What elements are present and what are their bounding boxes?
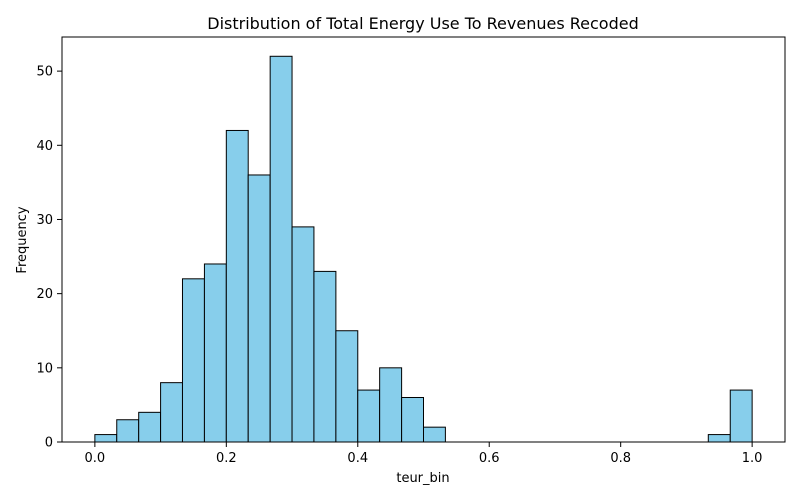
y-tick-label: 20 — [36, 287, 53, 302]
chart-title: Distribution of Total Energy Use To Reve… — [207, 14, 638, 33]
y-axis-label: Frequency — [15, 206, 30, 273]
histogram-bar — [94, 434, 118, 443]
histogram-bar — [225, 129, 249, 443]
y-tick-label: 40 — [36, 139, 53, 154]
x-tick-label: 0.4 — [347, 451, 368, 466]
histogram-bar — [707, 434, 731, 443]
histogram-bar — [160, 382, 183, 443]
histogram-bar — [269, 55, 293, 443]
y-tick-label: 50 — [36, 65, 53, 80]
histogram-bar — [357, 389, 381, 443]
histogram-bar — [291, 226, 315, 443]
histogram-bar — [313, 270, 337, 443]
x-axis-label: teur_bin — [396, 471, 449, 486]
histogram-bar — [401, 396, 425, 443]
x-axis-ticks: 0.0 0.2 0.4 0.6 0.8 1.0 — [85, 442, 763, 466]
y-axis-ticks: 0 10 20 30 40 50 — [36, 65, 62, 451]
histogram-bar — [335, 330, 359, 443]
histogram-bar — [729, 389, 753, 443]
y-tick-label: 10 — [36, 361, 53, 376]
histogram-bar — [203, 263, 227, 443]
bars-group — [94, 55, 753, 443]
x-tick-label: 0.8 — [610, 451, 631, 466]
x-tick-label: 0.2 — [216, 451, 237, 466]
y-tick-label: 0 — [45, 436, 53, 451]
y-tick-label: 30 — [36, 213, 53, 228]
histogram-bar — [423, 426, 446, 443]
histogram-bar — [247, 174, 271, 443]
x-tick-label: 0.6 — [479, 451, 500, 466]
x-tick-label: 1.0 — [742, 451, 763, 466]
histogram-bar — [379, 367, 403, 443]
histogram-bar — [116, 419, 140, 443]
histogram-bar — [181, 278, 205, 443]
histogram-bar — [138, 411, 162, 443]
plot-frame — [61, 36, 786, 443]
x-tick-label: 0.0 — [85, 451, 106, 466]
